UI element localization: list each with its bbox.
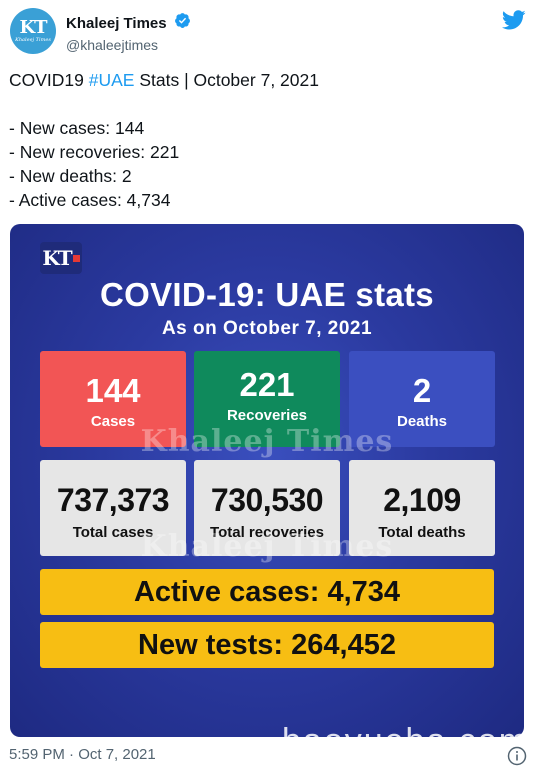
twitter-bird-icon[interactable] (501, 8, 526, 37)
hashtag-link[interactable]: #UAE (88, 70, 135, 90)
daily-deaths-box: 2 Deaths (349, 351, 495, 447)
card-subtitle: As on October 7, 2021 (161, 318, 373, 339)
account-info[interactable]: Khaleej Times @khaleejtimes (66, 12, 191, 53)
handle[interactable]: @khaleejtimes (66, 37, 159, 53)
tweet-timestamp[interactable]: 5:59 PM · Oct 7, 2021 (9, 746, 156, 763)
active-cases-bar: Active cases: 4,734 (40, 569, 494, 615)
avatar-monogram: KT (19, 16, 47, 38)
tweet-header: KT Khaleej Times Khaleej Times @khaleejt… (8, 6, 532, 56)
total-cases-value: 737,373 (56, 482, 170, 518)
verified-badge-icon (174, 12, 191, 34)
total-deaths-box: 2,109 Total deaths (349, 460, 495, 556)
headline-suffix: Stats | October 7, 2021 (134, 70, 319, 90)
stats-image-card[interactable]: KT COVID-19: UAE stats As on October 7, … (10, 224, 524, 737)
headline-prefix: COVID19 (9, 70, 89, 90)
kt-logo-text: KT (42, 246, 72, 270)
tweet-line-new-recoveries: - New recoveries: 221 (9, 142, 180, 162)
total-deaths-value: 2,109 (383, 482, 461, 518)
daily-cases-box: 144 Cases (40, 351, 186, 447)
kt-logo: KT (40, 242, 82, 274)
tweet-headline: COVID19 #UAE Stats | October 7, 2021 (9, 68, 529, 92)
total-recoveries-box: 730,530 Total recoveries (194, 460, 340, 556)
tweet-text: COVID19 #UAE Stats | October 7, 2021 - N… (9, 68, 529, 212)
daily-recoveries-value: 221 (239, 366, 295, 403)
daily-recoveries-label: Recoveries (226, 407, 308, 424)
daily-cases-value: 144 (85, 372, 141, 409)
total-cases-label: Total cases (72, 524, 154, 541)
card-title: COVID-19: UAE stats (100, 276, 434, 313)
daily-cases-label: Cases (90, 413, 136, 430)
tweet-line-new-deaths: - New deaths: 2 (9, 166, 132, 186)
info-icon[interactable] (507, 746, 527, 771)
avatar-subtext: Khaleej Times (15, 36, 51, 43)
tweet-line-new-cases: - New cases: 144 (9, 118, 145, 138)
daily-deaths-value: 2 (412, 372, 432, 409)
total-cases-box: 737,373 Total cases (40, 460, 186, 556)
new-tests-bar: New tests: 264,452 (40, 622, 494, 668)
total-recoveries-label: Total recoveries (210, 524, 324, 541)
avatar[interactable]: KT Khaleej Times (10, 8, 56, 54)
site-watermark: baoyueba.com (282, 722, 530, 760)
daily-recoveries-box: 221 Recoveries (194, 351, 340, 447)
display-name[interactable]: Khaleej Times (66, 14, 167, 32)
daily-deaths-label: Deaths (396, 413, 448, 430)
total-recoveries-value: 730,530 (210, 482, 324, 518)
total-deaths-label: Total deaths (378, 524, 466, 541)
tweet-line-active-cases: - Active cases: 4,734 (9, 190, 171, 210)
